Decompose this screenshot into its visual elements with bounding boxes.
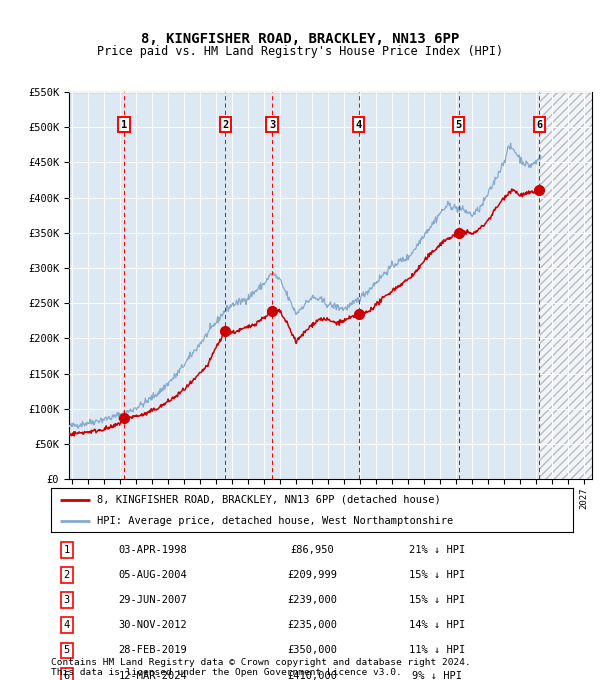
Bar xyxy=(540,92,592,479)
Text: 6: 6 xyxy=(536,120,542,130)
Text: £239,000: £239,000 xyxy=(287,595,337,605)
Bar xyxy=(540,92,592,479)
Text: 30-NOV-2012: 30-NOV-2012 xyxy=(118,620,187,630)
Text: 3: 3 xyxy=(269,120,275,130)
Text: 11% ↓ HPI: 11% ↓ HPI xyxy=(409,645,466,656)
Text: 9% ↓ HPI: 9% ↓ HPI xyxy=(412,670,462,680)
Text: 5: 5 xyxy=(64,645,70,656)
Text: 4: 4 xyxy=(356,120,362,130)
Text: 8, KINGFISHER ROAD, BRACKLEY, NN13 6PP (detached house): 8, KINGFISHER ROAD, BRACKLEY, NN13 6PP (… xyxy=(97,494,440,505)
Text: 1: 1 xyxy=(121,120,127,130)
Text: 6: 6 xyxy=(64,670,70,680)
Text: 15% ↓ HPI: 15% ↓ HPI xyxy=(409,595,466,605)
Text: 12-MAR-2024: 12-MAR-2024 xyxy=(118,670,187,680)
Text: 05-AUG-2004: 05-AUG-2004 xyxy=(118,570,187,580)
Text: £86,950: £86,950 xyxy=(290,545,334,555)
Text: 4: 4 xyxy=(64,620,70,630)
Text: Contains HM Land Registry data © Crown copyright and database right 2024.: Contains HM Land Registry data © Crown c… xyxy=(51,658,471,667)
Text: 5: 5 xyxy=(455,120,462,130)
Text: Price paid vs. HM Land Registry's House Price Index (HPI): Price paid vs. HM Land Registry's House … xyxy=(97,45,503,58)
Text: 21% ↓ HPI: 21% ↓ HPI xyxy=(409,545,466,555)
Text: £350,000: £350,000 xyxy=(287,645,337,656)
Text: £209,999: £209,999 xyxy=(287,570,337,580)
Text: HPI: Average price, detached house, West Northamptonshire: HPI: Average price, detached house, West… xyxy=(97,516,453,526)
Text: 28-FEB-2019: 28-FEB-2019 xyxy=(118,645,187,656)
Text: 8, KINGFISHER ROAD, BRACKLEY, NN13 6PP: 8, KINGFISHER ROAD, BRACKLEY, NN13 6PP xyxy=(141,33,459,46)
Text: 29-JUN-2007: 29-JUN-2007 xyxy=(118,595,187,605)
Text: 2: 2 xyxy=(64,570,70,580)
Text: 2: 2 xyxy=(223,120,229,130)
Text: 15% ↓ HPI: 15% ↓ HPI xyxy=(409,570,466,580)
Text: £410,000: £410,000 xyxy=(287,670,337,680)
Text: £235,000: £235,000 xyxy=(287,620,337,630)
Text: 1: 1 xyxy=(64,545,70,555)
Text: 14% ↓ HPI: 14% ↓ HPI xyxy=(409,620,466,630)
Text: 3: 3 xyxy=(64,595,70,605)
Text: 03-APR-1998: 03-APR-1998 xyxy=(118,545,187,555)
Text: This data is licensed under the Open Government Licence v3.0.: This data is licensed under the Open Gov… xyxy=(51,668,402,677)
